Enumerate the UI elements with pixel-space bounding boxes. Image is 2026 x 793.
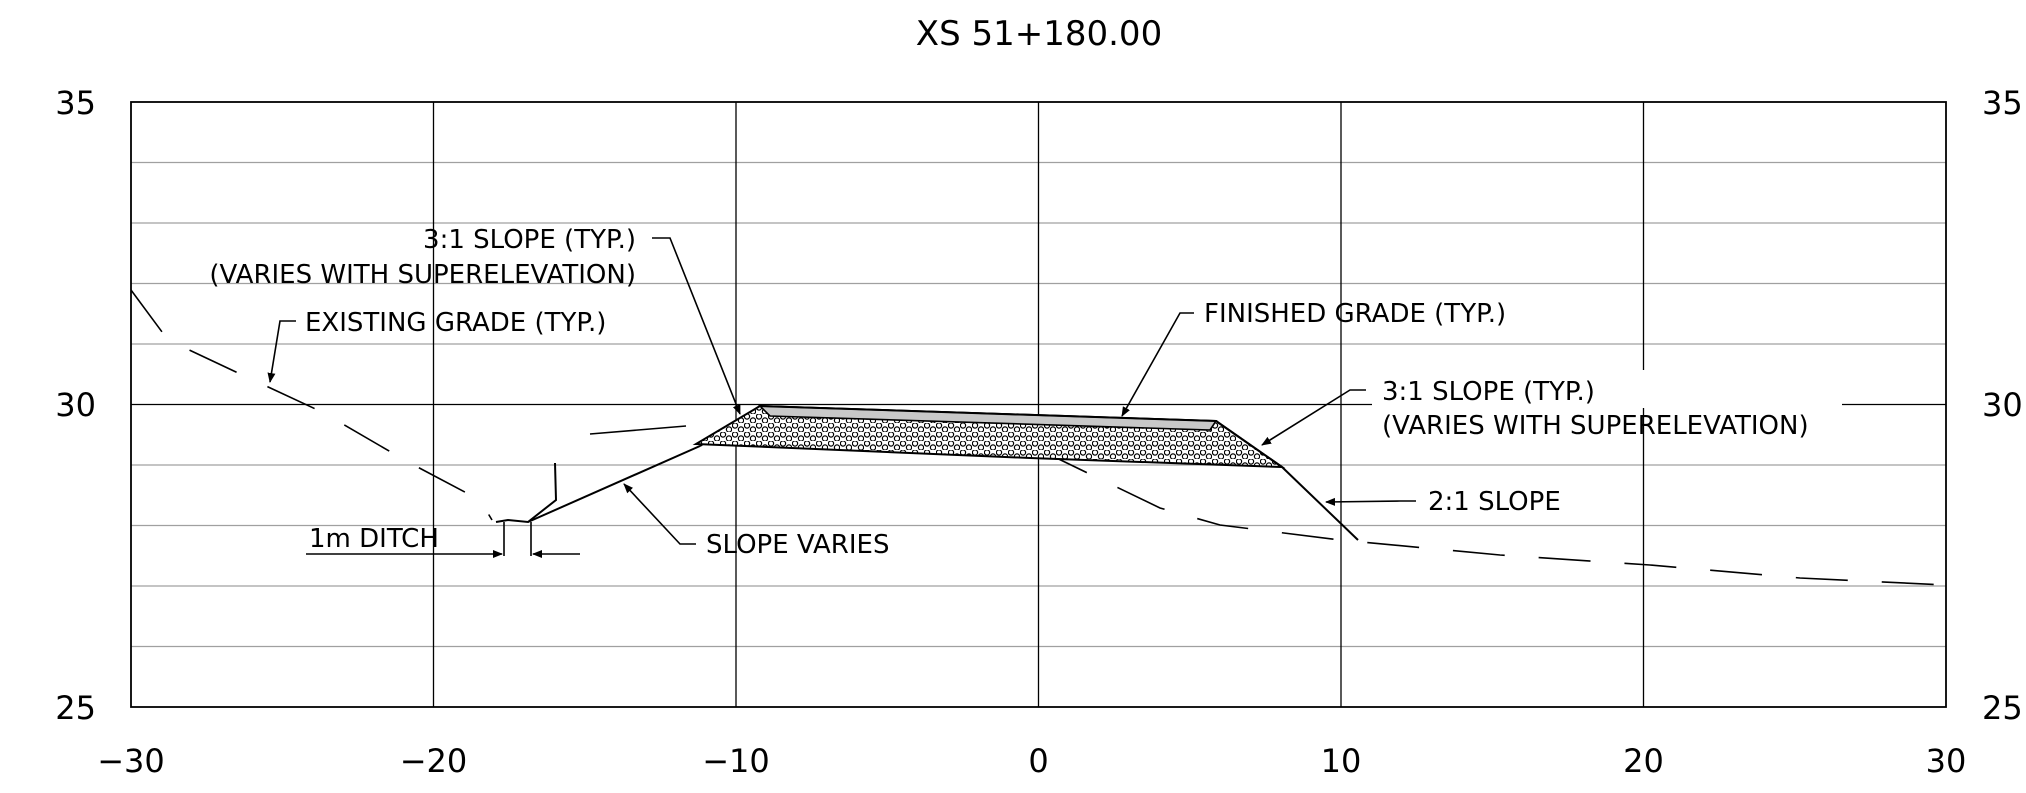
plot-frame [130, 101, 1947, 708]
x-tick-label: −30 [97, 742, 165, 780]
x-tick-label: −20 [400, 742, 468, 780]
x-tick-label: 20 [1623, 742, 1664, 780]
fill-slope-3to1 [1215, 420, 1283, 468]
slope-2to1-leader [1325, 497, 1416, 506]
roadway-section [692, 404, 1359, 541]
ditch-label: 1m DITCH [309, 524, 439, 554]
x-axis-ticks: −30 −20 −10 0 10 20 30 [97, 742, 1966, 780]
slope-left-label-line1: 3:1 SLOPE (TYP.) [423, 225, 636, 255]
y-axis-ticks-right: 35 30 25 [1982, 84, 2023, 727]
y-tick-label: 35 [55, 84, 96, 122]
x-tick-label: 30 [1926, 742, 1967, 780]
y-tick-label: 25 [55, 689, 96, 727]
existing-ground-right [1039, 449, 1947, 586]
existing-ground-line [130, 289, 1947, 586]
x-tick-label: 10 [1321, 742, 1362, 780]
existing-grade-label: EXISTING GRADE (TYP.) [305, 308, 606, 338]
slope-varies-label: SLOPE VARIES [706, 530, 889, 560]
slope-left-label-line2: (VARIES WITH SUPERELEVATION) [209, 260, 636, 290]
slope-2to1-label: 2:1 SLOPE [1428, 487, 1561, 517]
x-tick-label: 0 [1028, 742, 1048, 780]
ditch-and-cut-slope [495, 405, 761, 524]
slope-right-label-line2: (VARIES WITH SUPERELEVATION) [1382, 411, 1809, 441]
slope-right-leader [1261, 389, 1366, 446]
fill-slope-2to1 [1281, 466, 1359, 541]
existing-grade-leader [267, 320, 296, 383]
label-mask [1372, 370, 1842, 408]
y-axis-ticks-left: 35 30 25 [55, 84, 96, 727]
y-tick-label: 35 [1982, 84, 2023, 122]
slope-left-leader [652, 237, 741, 415]
finished-grade-line [759, 405, 1217, 422]
finished-grade-label: FINISHED GRADE (TYP.) [1204, 299, 1506, 329]
x-tick-label: −10 [702, 742, 770, 780]
slope-right-label-line1: 3:1 SLOPE (TYP.) [1382, 377, 1595, 407]
slope-varies-leader [623, 483, 696, 545]
y-tick-label: 25 [1982, 689, 2023, 727]
finished-grade-leader [1121, 312, 1194, 417]
drawing-title: XS 51+180.00 [916, 14, 1162, 54]
ditch-dimension: 1m DITCH [306, 522, 580, 558]
annotation-labels: 3:1 SLOPE (TYP.) (VARIES WITH SUPERELEVA… [209, 225, 1808, 560]
y-tick-label: 30 [55, 386, 96, 424]
leaders [267, 237, 1416, 545]
slope-varies-line [527, 445, 701, 523]
existing-ground-segment [589, 425, 687, 435]
y-tick-label: 30 [1982, 386, 2023, 424]
